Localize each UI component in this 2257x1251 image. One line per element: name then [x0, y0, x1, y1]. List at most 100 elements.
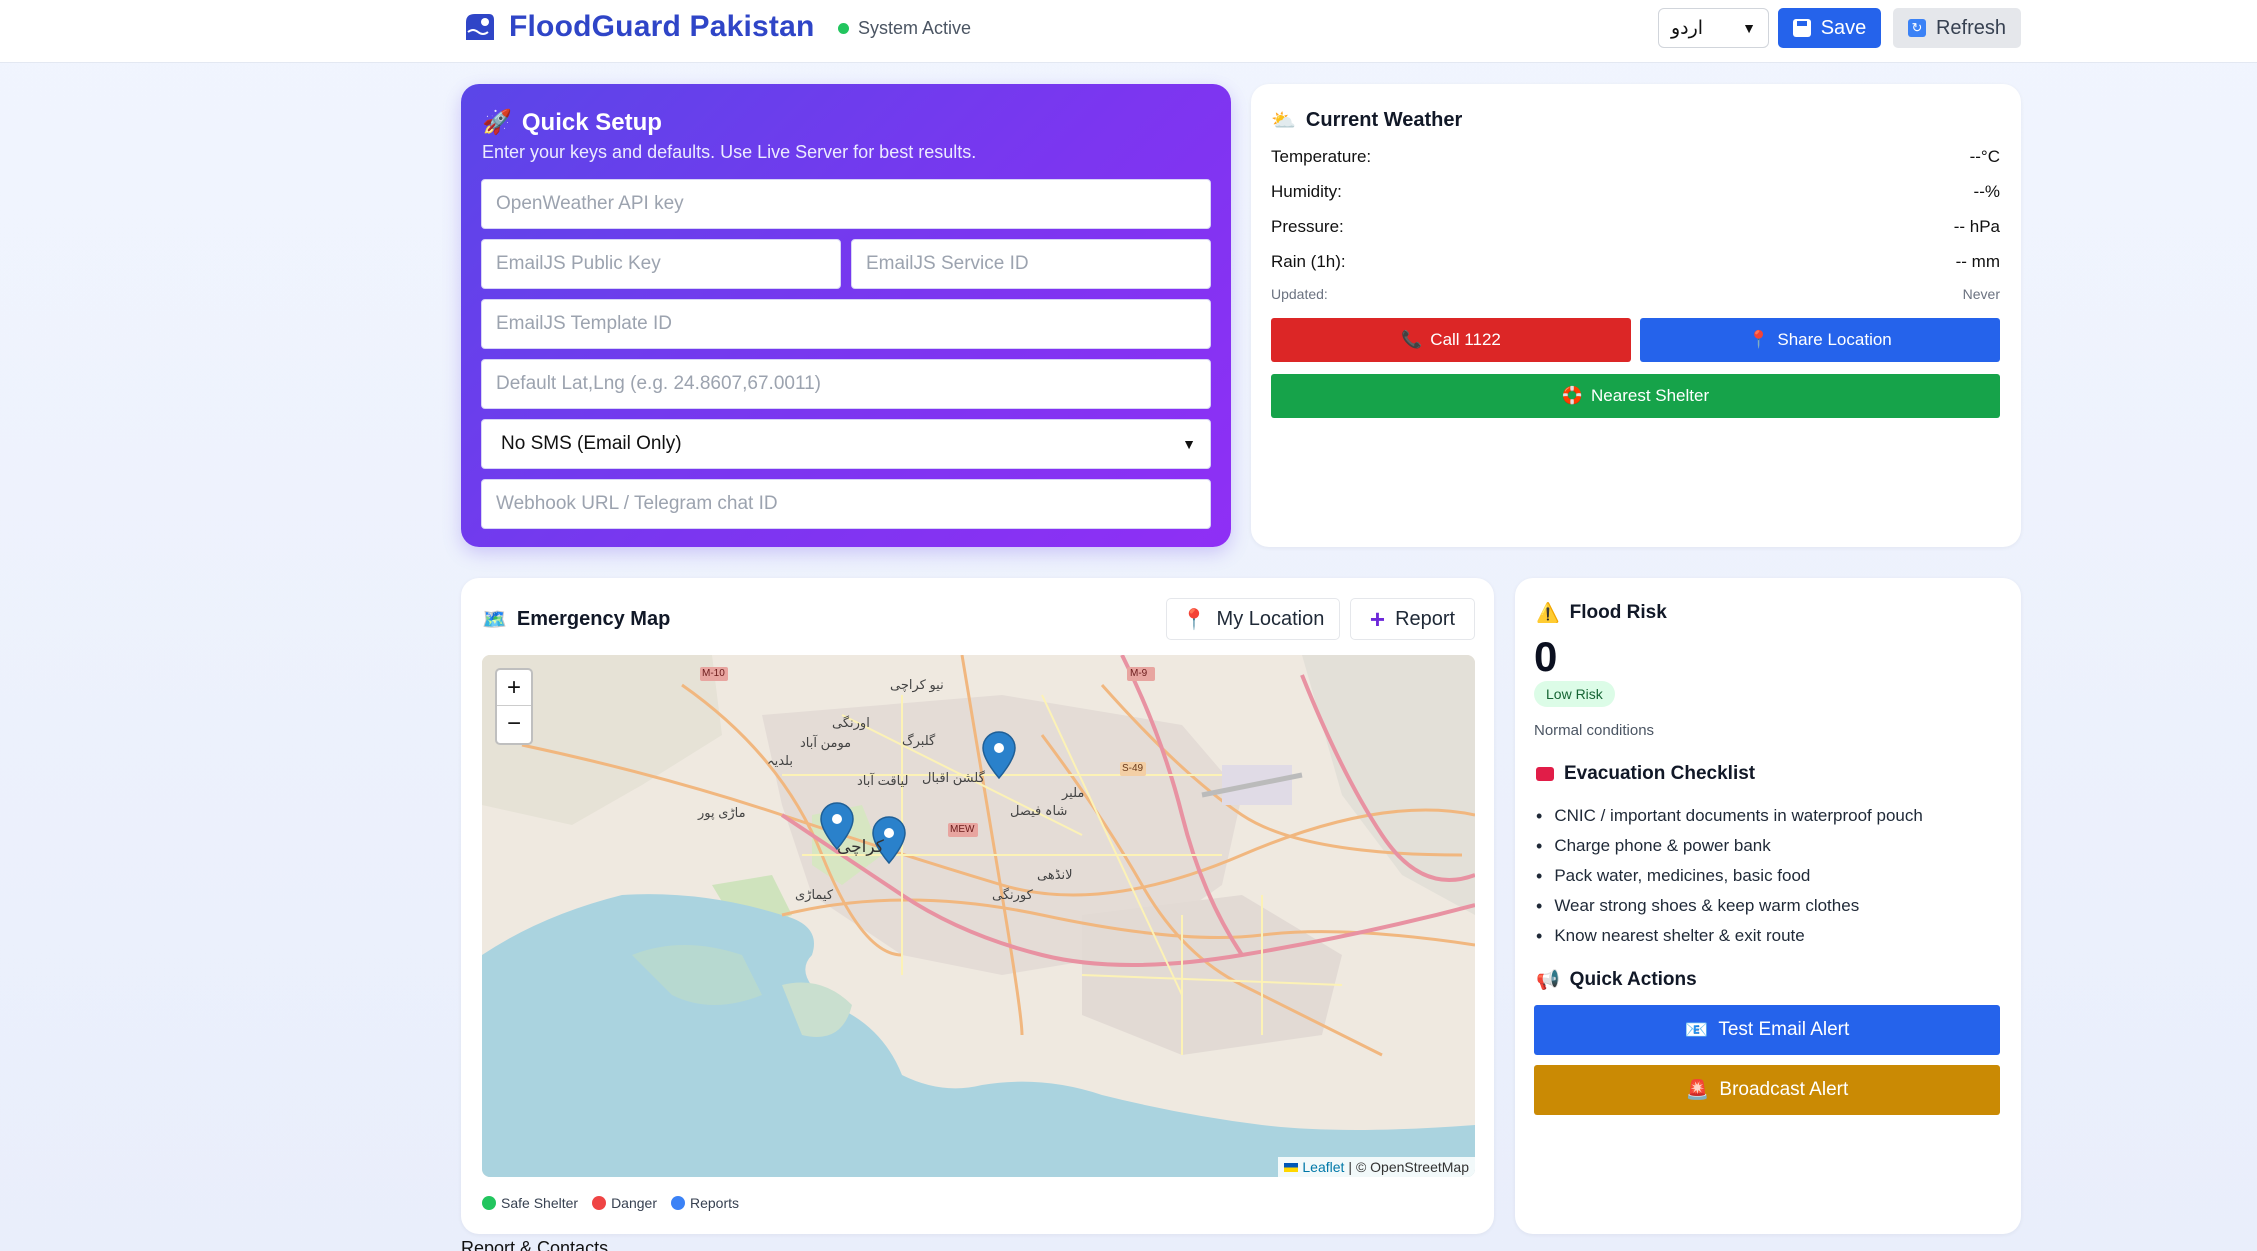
humidity-value: --%: [1973, 182, 2000, 201]
call-1122-button[interactable]: 📞 Call 1122: [1271, 318, 1631, 362]
green-dot-icon: [482, 1196, 496, 1210]
weather-row-temperature: Temperature: --°C: [1271, 147, 2000, 167]
broadcast-alert-button[interactable]: 🚨 Broadcast Alert: [1534, 1065, 2000, 1115]
report-contacts-heading: Report & Contacts: [461, 1238, 609, 1251]
ukraine-flag-icon: [1284, 1162, 1299, 1172]
sms-selected: No SMS (Email Only): [501, 433, 682, 454]
warning-icon: ⚠️: [1536, 603, 1560, 624]
weather-row-pressure: Pressure: -- hPa: [1271, 217, 2000, 237]
map-label-new-karachi: نیو کراچی: [890, 677, 944, 692]
risk-note: Normal conditions: [1534, 722, 1655, 739]
emailjs-template-placeholder: EmailJS Template ID: [496, 313, 672, 334]
refresh-button[interactable]: ↻ Refresh: [1893, 8, 2021, 48]
weather-row-humidity: Humidity: --%: [1271, 182, 2000, 202]
legend-label: Reports: [689, 1195, 740, 1211]
checklist-item: Know nearest shelter & exit route: [1536, 921, 1923, 951]
system-status: System Active: [838, 18, 971, 39]
zoom-in-button[interactable]: +: [497, 670, 531, 706]
default-latlng-input[interactable]: Default Lat,Lng (e.g. 24.8607,67.0011): [481, 359, 1211, 409]
weather-updated-row: Updated: Never: [1271, 286, 2000, 302]
map-label-kemari: کیماڑی: [795, 887, 834, 902]
map-label-malir: ملیر: [1062, 785, 1085, 800]
latlng-placeholder: Default Lat,Lng (e.g. 24.8607,67.0011): [496, 373, 822, 394]
app-title: FloodGuard Pakistan: [509, 10, 815, 43]
quick-actions-heading: 📢 Quick Actions: [1536, 968, 1697, 992]
emailjs-public-key-input[interactable]: EmailJS Public Key: [481, 239, 841, 289]
call-label: Call 1122: [1430, 330, 1501, 349]
map-tiles: [482, 655, 1475, 1177]
save-button[interactable]: Save: [1778, 8, 1881, 48]
red-dot-icon: [592, 1196, 607, 1210]
setup-title-text: Quick Setup: [521, 108, 662, 136]
leaflet-map[interactable]: M-10 M-9 S-49 MEW کراچی گلشن اقبال کورنگ…: [482, 655, 1475, 1177]
flood-logo-icon: [466, 14, 494, 40]
nearest-shelter-button[interactable]: 🛟 Nearest Shelter: [1271, 374, 2000, 418]
report-label: Report: [1395, 607, 1456, 630]
humidity-label: Humidity:: [1271, 182, 1342, 201]
toolbox-icon: [1536, 767, 1554, 781]
emergency-map-card: 🗺️ Emergency Map 📍 My Location + Report: [461, 578, 1494, 1234]
shelter-label: Nearest Shelter: [1591, 386, 1710, 405]
current-weather-card: ⛅ Current Weather Temperature: --°C Humi…: [1251, 84, 2021, 547]
checklist-item: CNIC / important documents in waterproof…: [1536, 801, 1923, 831]
shelter-icon: 🛟: [1561, 386, 1584, 405]
webhook-url-input[interactable]: Webhook URL / Telegram chat ID: [481, 479, 1211, 529]
chevron-down-icon: ▼: [1182, 436, 1196, 452]
legend-label: Safe Shelter: [501, 1195, 579, 1211]
report-button[interactable]: + Report: [1350, 598, 1475, 640]
risk-actions-card: ⚠️ Flood Risk 0 Low Risk Normal conditio…: [1515, 578, 2021, 1234]
map-label-shah-faisal: شاہ فیصل: [1010, 803, 1068, 818]
map-legend: Safe Shelter Danger Reports: [482, 1195, 739, 1211]
plus-icon: +: [1369, 603, 1386, 634]
emailjs-template-id-input[interactable]: EmailJS Template ID: [481, 299, 1211, 349]
evacuation-checklist: CNIC / important documents in waterproof…: [1536, 801, 1923, 951]
map-label-s49: S-49: [1122, 763, 1144, 774]
quick-setup-panel: 🚀 Quick Setup Enter your keys and defaul…: [461, 84, 1231, 547]
siren-icon: 🚨: [1685, 1080, 1710, 1101]
sun-cloud-icon: ⛅: [1271, 110, 1296, 132]
zoom-out-button[interactable]: −: [506, 710, 521, 737]
risk-level-badge: Low Risk: [1534, 681, 1615, 707]
map-label-m9: M-9: [1130, 668, 1148, 679]
quick-actions-title: Quick Actions: [1569, 969, 1697, 990]
leaflet-link[interactable]: Leaflet: [1302, 1159, 1345, 1175]
zoom-control: + −: [495, 668, 533, 745]
my-location-label: My Location: [1216, 607, 1325, 630]
sms-provider-select[interactable]: No SMS (Email Only) ▼: [481, 419, 1211, 469]
legend-item-danger: Danger: [592, 1195, 657, 1211]
share-location-button[interactable]: 📍 Share Location: [1640, 318, 2000, 362]
my-location-button[interactable]: 📍 My Location: [1166, 598, 1340, 640]
map-label-korangi: کورنگی: [992, 887, 1033, 902]
checklist-item: Pack water, medicines, basic food: [1536, 861, 1923, 891]
map-marker: [820, 731, 1016, 865]
share-label: Share Location: [1777, 330, 1892, 349]
top-header: FloodGuard Pakistan System Active اردو ▼…: [0, 0, 2257, 63]
checklist-heading: Evacuation Checklist: [1536, 763, 1755, 785]
openweather-api-key-input[interactable]: OpenWeather API key: [481, 179, 1211, 229]
megaphone-icon: 📢: [1536, 970, 1560, 991]
legend-item-safe-shelter: Safe Shelter: [482, 1195, 578, 1211]
emailjs-service-id-input[interactable]: EmailJS Service ID: [851, 239, 1211, 289]
map-label-mominabad: مومن آباد: [800, 735, 852, 750]
language-select[interactable]: اردو ▼: [1658, 8, 1769, 48]
setup-subtitle: Enter your keys and defaults. Use Live S…: [482, 142, 977, 162]
weather-title: ⛅ Current Weather: [1271, 108, 1462, 133]
status-text: System Active: [858, 18, 972, 38]
weather-title-text: Current Weather: [1305, 109, 1463, 131]
flood-risk-heading: ⚠️ Flood Risk: [1536, 601, 1667, 625]
rain-value: -- mm: [1955, 252, 2000, 271]
map-icon: 🗺️: [482, 609, 507, 631]
test-email-alert-button[interactable]: 📧 Test Email Alert: [1534, 1005, 2000, 1055]
checklist-item: Wear strong shoes & keep warm clothes: [1536, 891, 1923, 921]
emailjs-service-placeholder: EmailJS Service ID: [866, 253, 1029, 274]
map-label-mew: MEW: [950, 824, 975, 835]
legend-item-reports: Reports: [670, 1195, 740, 1211]
map-label-baldia: بلدیہ: [767, 753, 793, 768]
legend-label: Danger: [611, 1195, 657, 1211]
refresh-icon: ↻: [1907, 19, 1926, 37]
openweather-placeholder: OpenWeather API key: [496, 193, 684, 214]
pin-icon: 📍: [1748, 330, 1770, 349]
phone-icon: 📞: [1401, 330, 1423, 349]
pressure-value: -- hPa: [1953, 217, 2000, 236]
checklist-title: Evacuation Checklist: [1564, 763, 1756, 784]
